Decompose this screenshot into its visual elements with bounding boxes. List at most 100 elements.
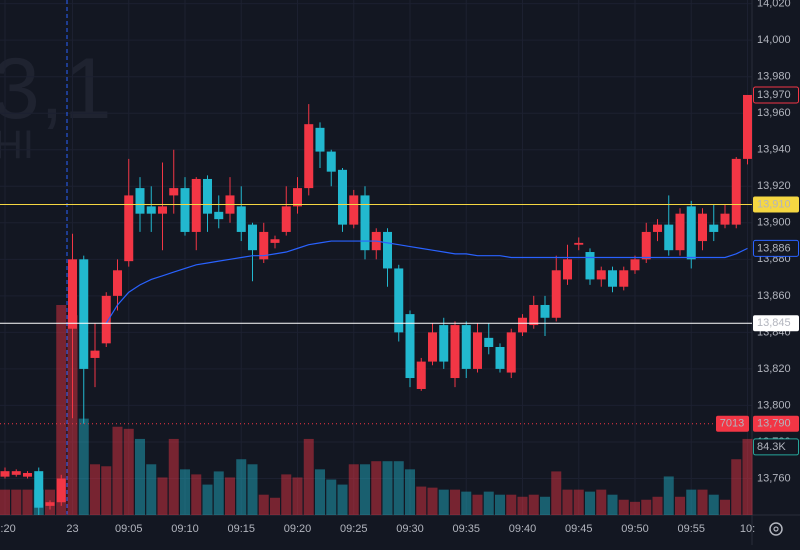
candle-body <box>236 206 246 232</box>
y-tick-label: 14,000 <box>757 34 791 46</box>
y-tick-label: 13,960 <box>757 107 791 119</box>
ma-label-box <box>753 239 799 257</box>
volume-label: 84.3K <box>757 441 786 453</box>
volume-bar <box>416 486 427 515</box>
price-label-box <box>753 415 799 432</box>
candle-body <box>743 94 752 159</box>
candles <box>0 94 752 515</box>
x-tick-label: 09:20 <box>284 523 312 535</box>
candle-body <box>495 346 505 369</box>
candle-body <box>248 224 257 251</box>
candle-body <box>619 270 629 287</box>
candle-body <box>608 270 617 287</box>
y-tick-label: 13,820 <box>757 363 791 375</box>
x-tick-label: 10: <box>740 523 755 535</box>
candle-body <box>698 213 707 242</box>
candle-body <box>428 332 437 362</box>
candle-body <box>11 471 21 475</box>
volume-bar <box>450 489 460 515</box>
volume-bar <box>326 479 337 515</box>
candle-body <box>709 224 719 232</box>
volume-bar <box>180 469 190 515</box>
candle-body <box>518 317 527 333</box>
y-tick-label: 13,900 <box>757 217 791 229</box>
candle-body <box>293 188 302 207</box>
volume-bar <box>720 499 730 515</box>
moving-average <box>105 240 748 324</box>
volume-bar <box>652 496 663 515</box>
candle-body <box>641 231 651 260</box>
price-label-box <box>753 196 799 213</box>
candle-body <box>630 259 640 271</box>
candle-body <box>653 224 662 232</box>
x-tick-label: 09:30 <box>396 523 424 535</box>
candle-body <box>270 239 280 243</box>
volume-bar <box>708 494 719 515</box>
candle-body <box>90 350 100 358</box>
candle-body <box>68 259 77 329</box>
candle-body <box>180 188 190 232</box>
volume-bar <box>348 464 359 515</box>
x-tick-label: 09:25 <box>340 523 368 535</box>
volume-bar <box>247 464 258 515</box>
volume-bar <box>382 461 393 515</box>
candle-body <box>34 471 44 508</box>
candle-body <box>540 304 550 318</box>
x-tick-label: 09:15 <box>227 523 255 535</box>
volume-bar <box>607 494 618 515</box>
volume-bar <box>135 438 145 515</box>
overlays <box>0 204 752 425</box>
volume-bar <box>78 418 89 515</box>
price-axis: 14,020 14,000 13,980 13,960 13,940 13,920 13,9… <box>716 0 799 484</box>
candle-body <box>596 270 606 280</box>
candle-body <box>214 211 224 220</box>
volume-bar <box>337 484 348 515</box>
candle-body <box>731 158 741 225</box>
volume-bar <box>22 489 33 515</box>
last-price-label-box <box>753 86 799 104</box>
y-tick-label: 14,020 <box>757 0 791 10</box>
gear-hub[interactable] <box>773 526 779 532</box>
volume-bar <box>641 499 652 515</box>
tag-label: 7013 <box>720 418 744 430</box>
volume-bar <box>618 499 629 515</box>
volume-bar <box>191 474 202 515</box>
volume-bar <box>528 494 539 515</box>
volume-bar <box>292 477 303 515</box>
candle-body <box>416 361 426 389</box>
x-tick-label: 09:50 <box>621 523 649 535</box>
gear[interactable] <box>769 522 783 536</box>
volume-bar <box>438 489 449 515</box>
volume-bar <box>101 466 112 515</box>
price-label-box <box>753 315 799 332</box>
volume-bar <box>551 471 562 515</box>
candle-body <box>551 270 561 318</box>
candle-body <box>675 213 685 251</box>
volume-bar <box>472 494 483 515</box>
volume-bar <box>371 461 382 515</box>
volume-bar <box>112 426 123 515</box>
candle-body <box>563 259 572 280</box>
volume-bar <box>573 489 584 515</box>
candle-body <box>349 195 359 225</box>
x-tick-label: 09:45 <box>565 523 593 535</box>
volume-bar <box>258 494 269 515</box>
y-tick-label: 13,860 <box>757 290 791 302</box>
candle-body <box>686 206 696 260</box>
volume-bar <box>281 474 292 515</box>
volume-bar <box>697 489 708 515</box>
x-tick-label: 09:35 <box>452 523 480 535</box>
x-tick-label: 6:20 <box>0 523 16 535</box>
volume-bar <box>675 496 685 515</box>
candle-body <box>169 188 179 196</box>
candle-body <box>56 478 66 503</box>
y-tick-label: 13,980 <box>757 71 791 83</box>
volume-bar <box>56 305 67 515</box>
settings-icon[interactable] <box>769 522 783 536</box>
volume-bar <box>0 489 10 515</box>
candle-body <box>473 332 482 369</box>
candle-body <box>315 127 325 152</box>
price-label: 13,910 <box>757 198 791 210</box>
y-tick-label: 13,800 <box>757 399 791 411</box>
